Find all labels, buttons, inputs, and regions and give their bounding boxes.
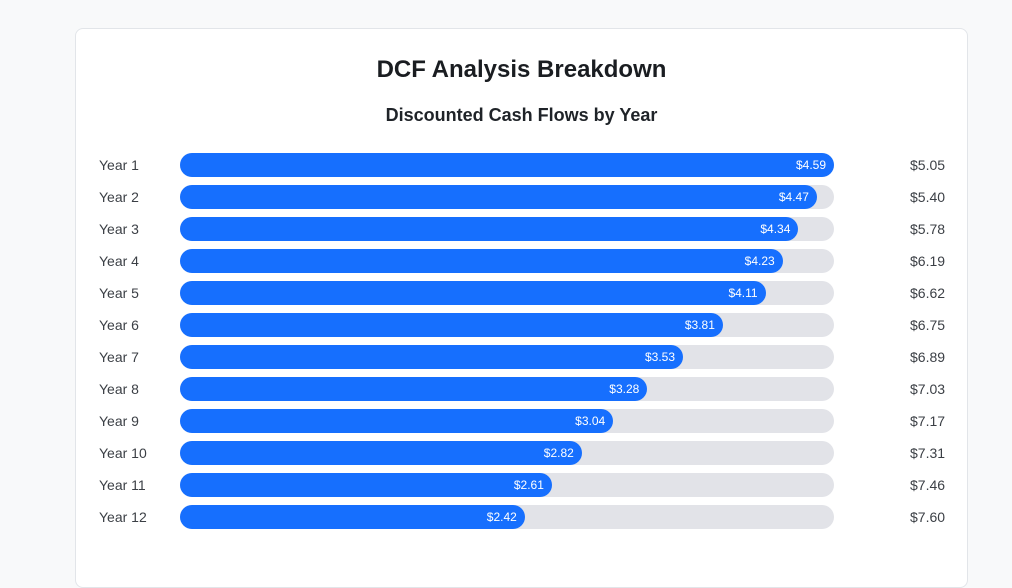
bar-value-label: $3.53 <box>644 350 675 364</box>
bar-track: $4.34 <box>180 217 834 241</box>
category-label: Year 1 <box>99 157 139 173</box>
right-value-label: $5.05 <box>910 157 946 173</box>
right-value-label: $7.31 <box>910 445 946 461</box>
category-label: Year 7 <box>99 349 139 365</box>
bar-row: Year 3 $4.34 $5.78 <box>76 217 967 241</box>
bar: $4.34 <box>180 217 799 241</box>
bar: $4.23 <box>180 249 783 273</box>
bar-track: $3.53 <box>180 345 834 369</box>
bar-value-label: $4.23 <box>744 254 775 268</box>
bar-row: Year 4 $4.23 $6.19 <box>76 249 967 273</box>
bar-value-label: $3.81 <box>684 318 715 332</box>
bar-track: $2.42 <box>180 505 834 529</box>
bar-row: Year 8 $3.28 $7.03 <box>76 377 967 401</box>
right-value-label: $5.40 <box>910 189 946 205</box>
right-value-label: $7.46 <box>910 477 946 493</box>
bar-track: $4.47 <box>180 185 834 209</box>
category-label: Year 5 <box>99 285 139 301</box>
bar-row: Year 10 $2.82 $7.31 <box>76 441 967 465</box>
bar-value-label: $3.28 <box>609 382 640 396</box>
bar: $3.81 <box>180 313 723 337</box>
chart-subtitle: Discounted Cash Flows by Year <box>385 105 658 125</box>
bar-row: Year 11 $2.61 $7.46 <box>76 473 967 497</box>
bar: $2.42 <box>180 505 525 529</box>
bar-row: Year 5 $4.11 $6.62 <box>76 281 967 305</box>
bar-row: Year 2 $4.47 $5.40 <box>76 185 967 209</box>
bar-track: $4.59 <box>180 153 834 177</box>
bar-value-label: $4.11 <box>728 286 758 300</box>
right-value-label: $7.17 <box>910 413 946 429</box>
bar-value-label: $3.04 <box>575 414 606 428</box>
bar: $3.53 <box>180 345 683 369</box>
bar-row: Year 7 $3.53 $6.89 <box>76 345 967 369</box>
category-label: Year 6 <box>99 317 139 333</box>
right-value-label: $6.89 <box>910 349 946 365</box>
right-value-label: $5.78 <box>910 221 946 237</box>
bar: $4.47 <box>180 185 817 209</box>
right-value-label: $7.60 <box>910 509 946 525</box>
bar-track: $3.28 <box>180 377 834 401</box>
right-value-label: $6.62 <box>910 285 946 301</box>
bar-row: Year 6 $3.81 $6.75 <box>76 313 967 337</box>
bar-value-label: $4.34 <box>760 222 791 236</box>
bar: $2.61 <box>180 473 552 497</box>
bar-row: Year 12 $2.42 $7.60 <box>76 505 967 529</box>
bar-value-label: $2.42 <box>486 510 517 524</box>
category-label: Year 3 <box>99 221 139 237</box>
bar-track: $2.61 <box>180 473 834 497</box>
right-value-label: $6.19 <box>910 253 946 269</box>
category-label: Year 4 <box>99 253 139 269</box>
category-label: Year 9 <box>99 413 139 429</box>
category-label: Year 12 <box>99 509 147 525</box>
bar-value-label: $4.47 <box>778 190 809 204</box>
category-label: Year 8 <box>99 381 139 397</box>
bar-track: $2.82 <box>180 441 834 465</box>
bar: $4.59 <box>180 153 834 177</box>
category-label: Year 11 <box>99 477 146 493</box>
bar: $2.82 <box>180 441 582 465</box>
bar-track: $4.23 <box>180 249 834 273</box>
bar-track: $3.81 <box>180 313 834 337</box>
bar-row: Year 1 $4.59 $5.05 <box>76 153 967 177</box>
chart-card: DCF Analysis Breakdown Discounted Cash F… <box>75 28 968 588</box>
bar: $3.28 <box>180 377 648 401</box>
right-value-label: $7.03 <box>910 381 946 397</box>
bar-value-label: $2.61 <box>513 478 544 492</box>
bar-row: Year 9 $3.04 $7.17 <box>76 409 967 433</box>
bar-track: $3.04 <box>180 409 834 433</box>
bar-track: $4.11 <box>180 281 834 305</box>
chart-title: DCF Analysis Breakdown <box>376 56 667 83</box>
category-label: Year 2 <box>99 189 139 205</box>
bar: $3.04 <box>180 409 614 433</box>
right-value-label: $6.75 <box>910 317 946 333</box>
bar-value-label: $4.59 <box>795 158 826 172</box>
category-label: Year 10 <box>99 445 147 461</box>
bar-value-label: $2.82 <box>543 446 574 460</box>
bar: $4.11 <box>180 281 766 305</box>
